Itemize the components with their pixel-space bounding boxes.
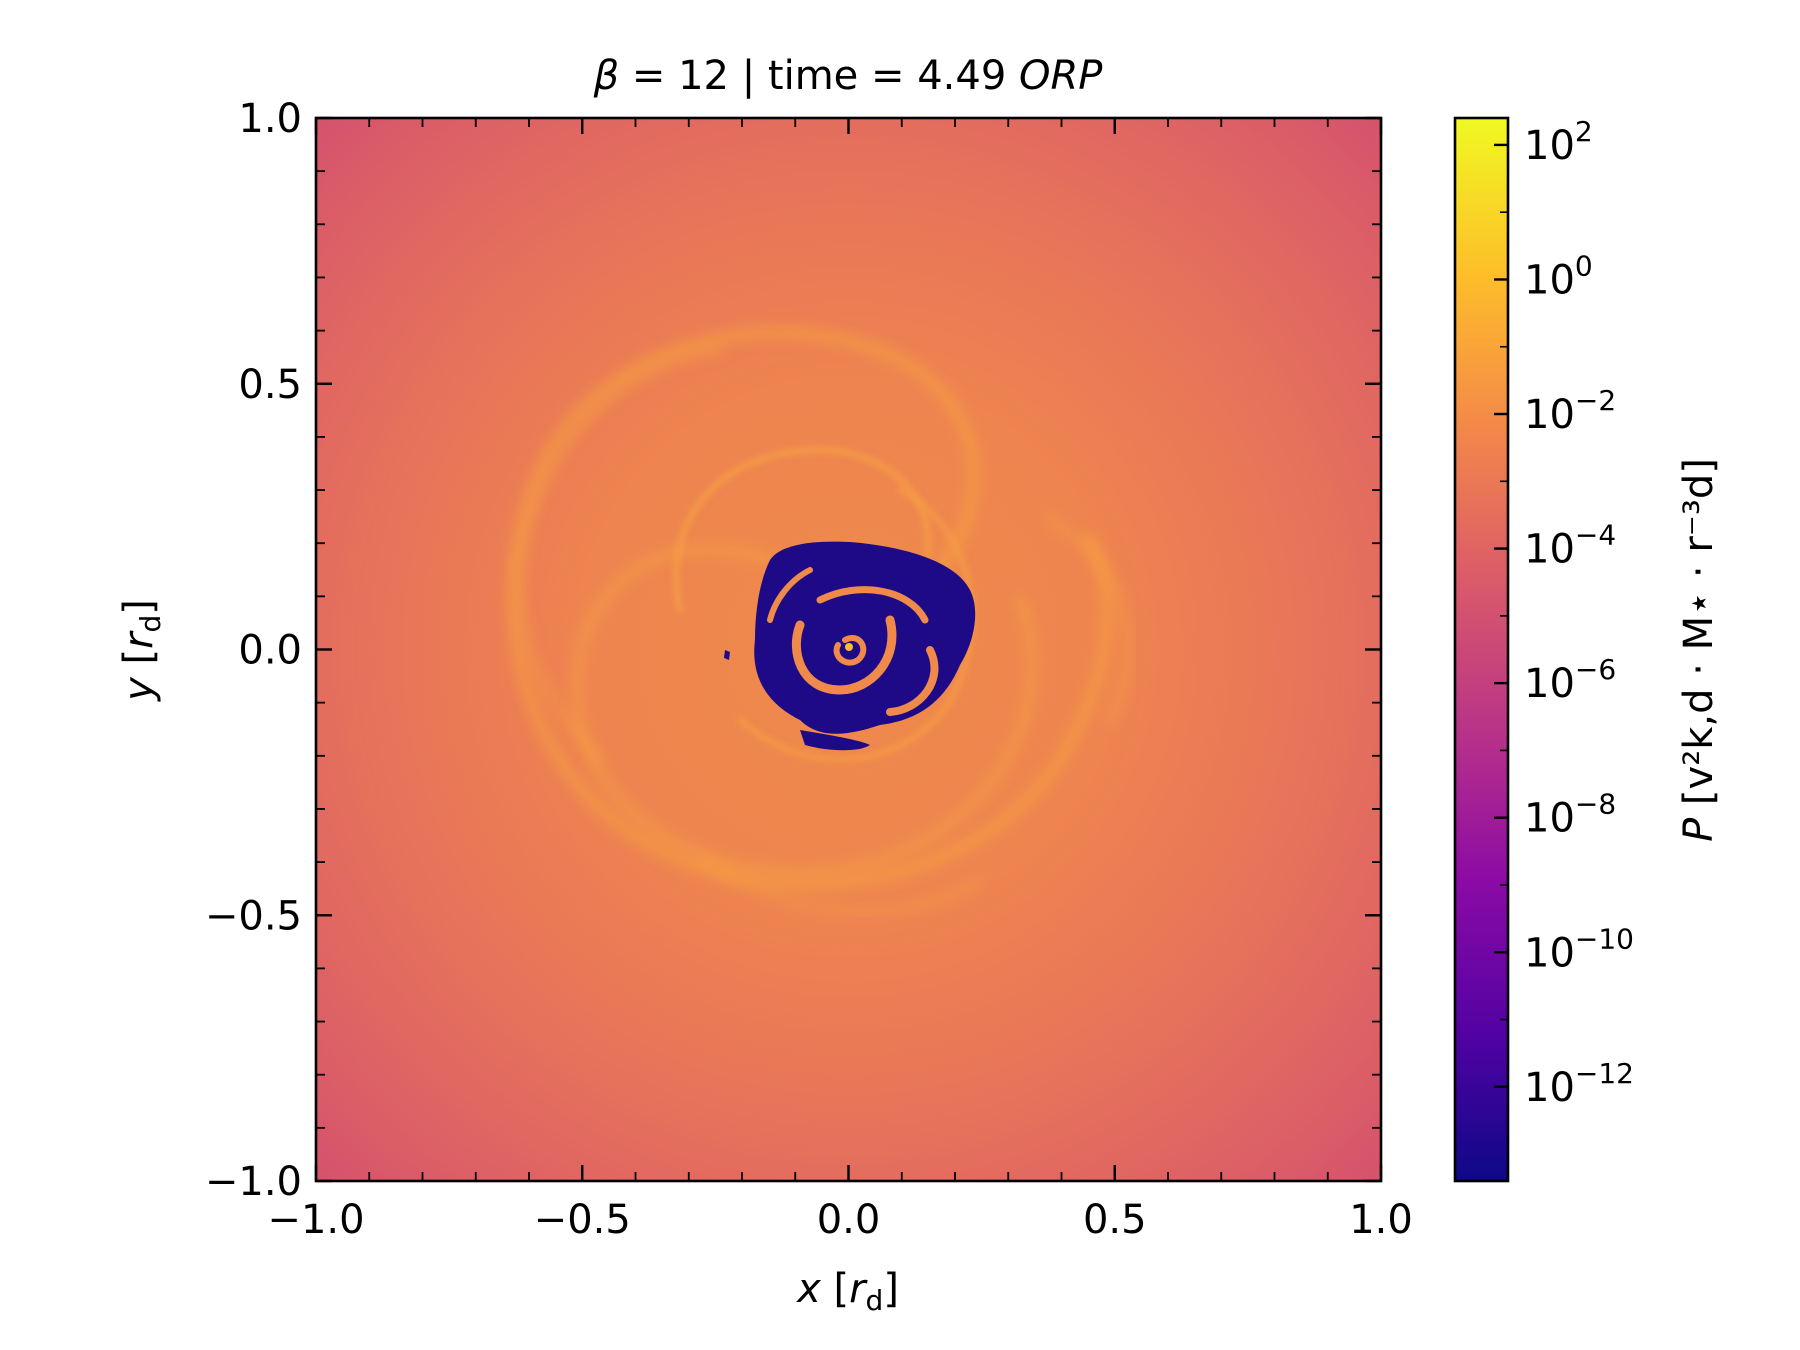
heatmap-field	[316, 118, 1381, 1181]
inner-arm	[791, 615, 897, 695]
spiral-arm	[514, 345, 725, 765]
x-tick-label: −0.5	[534, 1197, 631, 1243]
x-axis-ticks: −1.0 −0.5 0.0 0.5 1.0	[267, 118, 1413, 1243]
cavity-inner-arms	[767, 567, 939, 716]
y-axis-ticks: −1.0 −0.5 0.0 0.5 1.0	[205, 96, 1381, 1205]
colorbar-label: P [v²k,d · M⋆ · r⁻³d]	[1676, 458, 1722, 842]
spiral-arm	[672, 446, 932, 614]
inner-arm	[886, 646, 939, 716]
y-tick-label: −1.0	[205, 1159, 302, 1205]
y-axis-minor-ticks	[316, 170, 1381, 1129]
colorbar-tick-label: 100	[1524, 249, 1593, 303]
central-star	[845, 643, 853, 651]
y-tick-label: 0.0	[238, 628, 302, 674]
colorbar-ticks: 102 100 10−2 10−4 10−6 10−8 10−10 10−12	[1494, 115, 1634, 1111]
y-tick-label: 0.5	[238, 362, 302, 408]
colorbar-tick-label: 10−6	[1524, 653, 1616, 707]
cavity-fragment	[800, 730, 870, 751]
x-tick-label: 0.5	[1083, 1197, 1147, 1243]
x-axis-label: x [rd]	[795, 1266, 899, 1317]
chart-title: β = 12 | time = 4.49 ORP	[593, 53, 1104, 99]
colorbar-tick-label: 10−4	[1524, 519, 1616, 573]
x-tick-label: 0.0	[817, 1197, 881, 1243]
y-tick-label: 1.0	[238, 96, 302, 142]
spiral-arm	[696, 856, 984, 916]
colorbar: 102 100 10−2 10−4 10−6 10−8 10−10 10−12 P [v²k,…	[1453, 115, 1722, 1183]
y-axis-label: y [rd]	[116, 599, 167, 702]
colorbar-gradient	[1453, 116, 1510, 1183]
inner-arm	[816, 586, 929, 624]
cavity-low-pressure	[754, 541, 976, 734]
x-tick-label: −1.0	[267, 1197, 364, 1243]
spiral-arms	[506, 325, 1133, 916]
inner-cavity	[724, 541, 976, 751]
spiral-arm	[1045, 515, 1133, 725]
colorbar-tick-label: 10−2	[1524, 384, 1616, 438]
cavity-fragment	[724, 650, 730, 660]
inner-arm	[833, 635, 867, 666]
x-tick-label: 1.0	[1349, 1197, 1413, 1243]
colorbar-tick-label: 10−10	[1524, 922, 1634, 976]
colorbar-tick-label: 10−12	[1524, 1057, 1634, 1111]
spiral-arm	[571, 543, 1039, 879]
x-axis-minor-ticks	[368, 118, 1329, 1181]
inner-arm	[767, 567, 813, 623]
y-tick-label: −0.5	[205, 893, 302, 939]
colorbar-tick-label: 102	[1524, 115, 1593, 169]
colorbar-tick-label: 10−8	[1524, 788, 1616, 842]
spiral-arm	[506, 325, 1114, 892]
spiral-arm	[737, 487, 975, 763]
